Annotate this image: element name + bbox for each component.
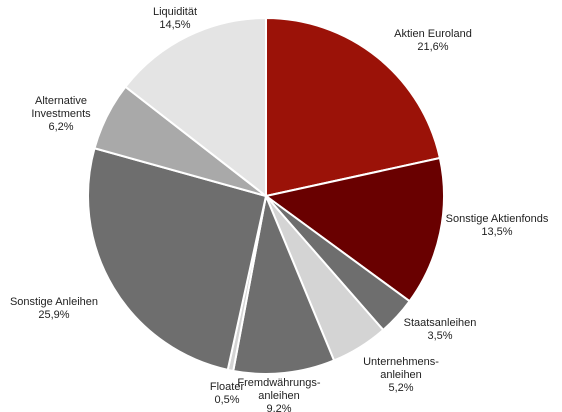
- slice-name: Staatsanleihen: [404, 317, 477, 329]
- slice-label-5: Fremdwährungs-anleihen 9,2%: [237, 377, 320, 412]
- slice-name: anleihen: [258, 390, 300, 402]
- pie-slice-1: [265, 17, 441, 197]
- slice-label-3: Staatsanleihen 3,5%: [404, 317, 477, 342]
- slice-label-4: Unternehmens-anleihen 5,2%: [363, 356, 439, 394]
- pie-slice-2: [265, 157, 445, 303]
- slice-label-6: Floater 0,5%: [210, 381, 245, 406]
- slice-label-1: Aktien Euroland 21,6%: [394, 28, 472, 53]
- slice-name: Sonstige Aktienfonds: [446, 213, 549, 225]
- slice-name: Investments: [31, 108, 91, 120]
- slice-label-2: Sonstige Aktienfonds 13,5%: [446, 213, 549, 238]
- pie-slice-7: [87, 147, 267, 371]
- slice-value: 21,6%: [417, 41, 448, 53]
- slice-value: 14,5%: [159, 19, 190, 31]
- slice-labels: Aktien Euroland 21,6% Sonstige Aktienfonds…: [10, 6, 549, 412]
- slice-value: 13,5%: [481, 226, 512, 238]
- slice-label-9: Liquidität 14,5%: [153, 6, 197, 31]
- slice-name: Aktien Euroland: [394, 28, 472, 40]
- slice-value: 6,2%: [48, 121, 73, 133]
- slice-name: Liquidität: [153, 6, 197, 18]
- slice-name: Alternative: [35, 95, 87, 107]
- pie-slices: [87, 17, 445, 375]
- slice-name: anleihen: [380, 369, 422, 381]
- slice-value: 25,9%: [38, 309, 69, 321]
- slice-name: Fremdwährungs-: [237, 377, 320, 389]
- pie-slice-9: [124, 17, 267, 197]
- slice-value: 5,2%: [388, 382, 413, 394]
- slice-value: 9,2%: [266, 403, 291, 412]
- slice-name: Sonstige Anleihen: [10, 296, 98, 308]
- slice-name: Unternehmens-: [363, 356, 439, 368]
- slice-value: 0,5%: [214, 394, 239, 406]
- slice-label-7: Sonstige Anleihen 25,9%: [10, 296, 98, 321]
- slice-name: Floater: [210, 381, 245, 393]
- slice-label-8: Alternative Investments 6,2%: [31, 95, 91, 133]
- slice-value: 3,5%: [427, 330, 452, 342]
